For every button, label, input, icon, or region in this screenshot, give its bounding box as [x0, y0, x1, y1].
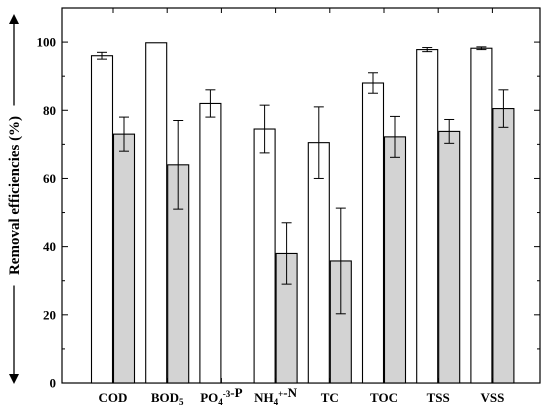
x-category-label: PO4-3-P: [200, 385, 242, 407]
plot-frame: [61, 7, 541, 384]
bar-series2-0: [112, 133, 136, 384]
y-tick-label: 100: [37, 35, 57, 50]
y-tick-label: 20: [43, 307, 56, 322]
x-category-label: NH4+-N: [254, 385, 297, 407]
x-category-label: TSS: [427, 390, 450, 405]
bar-series1-3: [253, 128, 276, 384]
y-tick-label: 60: [43, 171, 56, 186]
bar-series1-0: [90, 55, 114, 384]
bar-series1-6: [416, 49, 439, 384]
y-axis-title-group: Removal efficiencies (%): [7, 14, 23, 384]
bar-series1-5: [361, 82, 385, 384]
x-category-label: VSS: [480, 390, 504, 405]
x-category-label: TOC: [370, 390, 398, 405]
plot-area: 0 20 40 60 80 100 COD BOD5 PO4-3-P NH4+-N TC TOC TSS…: [37, 7, 541, 407]
x-category-label: TC: [321, 390, 339, 405]
bar-series1-7: [470, 47, 493, 384]
arrow-down-icon: [9, 374, 19, 384]
y-tick-label: 80: [43, 103, 56, 118]
bar-series2-5: [383, 136, 407, 384]
bar-series1-1: [145, 42, 168, 384]
bar-series2-6: [438, 130, 461, 384]
x-category-label: COD: [99, 390, 128, 405]
y-axis-title: Removal efficiencies (%): [7, 116, 23, 275]
x-category-label: BOD5: [151, 390, 184, 407]
y-tick-label: 0: [50, 376, 57, 391]
bar-series2-7: [492, 108, 515, 384]
y-tick-label: 40: [43, 239, 56, 254]
arrow-up-icon: [9, 14, 19, 24]
bar-series1-2: [199, 102, 222, 384]
